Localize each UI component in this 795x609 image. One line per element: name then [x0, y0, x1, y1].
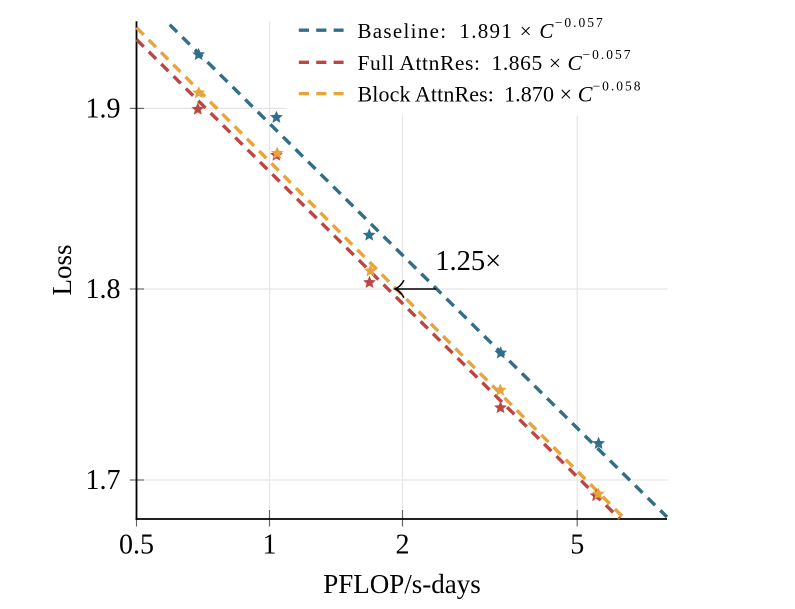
svg-text:0.5: 0.5 [119, 530, 154, 561]
svg-text:1.8: 1.8 [86, 274, 121, 305]
svg-text:1: 1 [263, 530, 277, 561]
svg-text:1.9: 1.9 [86, 93, 121, 124]
svg-text:2: 2 [396, 530, 410, 561]
svg-text:1.7: 1.7 [86, 465, 121, 496]
svg-text:5: 5 [570, 530, 584, 561]
svg-text:Baseline: 1.891 × C−0.057: Baseline: 1.891 × C−0.057 [358, 15, 605, 43]
svg-text:PFLOP/s-days: PFLOP/s-days [323, 569, 481, 599]
svg-text:Loss: Loss [47, 244, 77, 295]
svg-text:1.25×: 1.25× [435, 246, 501, 277]
